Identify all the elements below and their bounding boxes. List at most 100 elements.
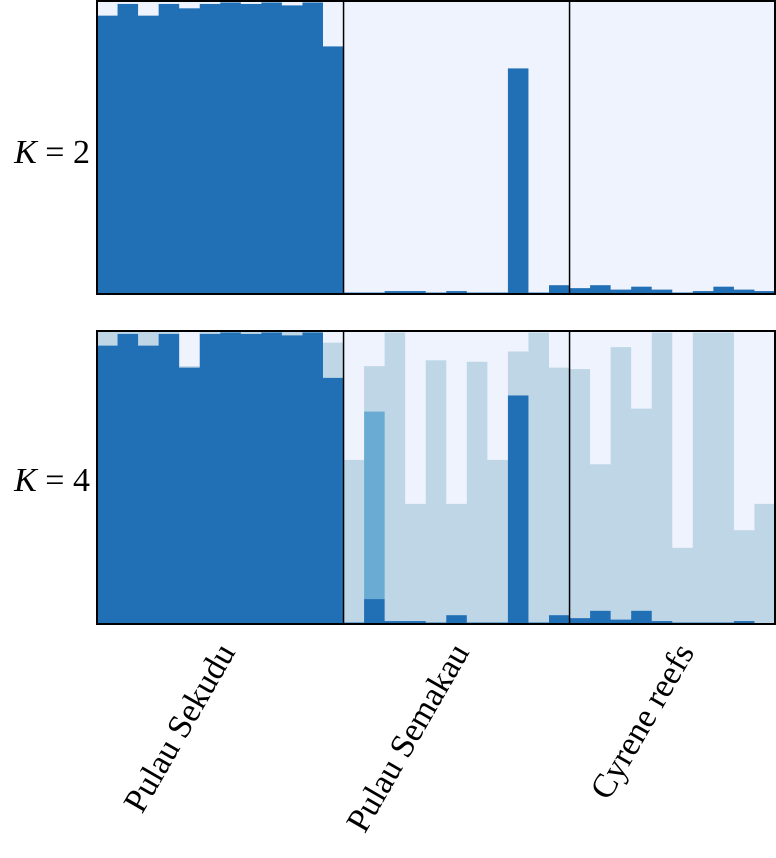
bar-1-component-4 [97,15,119,295]
bar-30-component-4 [692,291,714,295]
bar-25-component-4 [590,610,612,625]
bar-13-component-1 [343,1,365,293]
bar-26-component-2 [610,347,632,620]
bar-16-component-1 [405,1,427,292]
bar-7-component-4 [220,2,242,295]
population-label-cyrene-reefs: Cyrene reefs [584,638,702,806]
bar-3-component-1 [138,1,160,16]
bar-32-component-4 [733,289,756,295]
bar-13-component-2 [343,459,365,623]
bar-28-component-2 [651,332,673,622]
bar-32-component-1 [733,331,756,531]
bar-23-component-2 [549,367,571,616]
bar-16-component-4 [405,621,427,625]
bar-2-component-4 [117,3,139,295]
bar-32-component-2 [733,530,756,622]
bar-9-component-4 [261,2,283,295]
bar-12-component-1 [323,331,345,344]
bar-25-component-1 [590,331,612,465]
bar-8-component-2 [240,331,262,335]
bar-24-component-4 [569,288,591,295]
bar-8-component-1 [240,1,262,5]
bar-26-component-1 [610,1,632,290]
bar-33-component-1 [754,331,776,505]
bar-20-component-1 [487,331,509,461]
bar-12-component-4 [323,46,345,295]
bar-29-component-1 [672,1,694,293]
bar-19-component-2 [466,361,488,623]
bar-15-component-4 [384,291,406,295]
bar-16-component-2 [405,503,427,622]
bar-27-component-4 [631,286,653,295]
bar-14-component-2 [364,366,386,412]
bar-24-component-2 [569,369,591,619]
bar-28-component-4 [651,289,673,295]
bar-10-component-2 [281,331,304,336]
bar-20-component-2 [487,459,509,623]
bar-10-component-4 [281,5,304,295]
bar-33-component-2 [754,503,776,625]
bar-9-component-4 [261,332,283,625]
panel-k4 [96,330,776,625]
bar-29-component-2 [672,547,694,623]
bar-8-component-4 [240,333,262,625]
population-label-pulau-semakau: Pulau Semakau [340,638,477,839]
bar-5-component-2 [179,366,201,368]
bar-11-component-4 [302,2,324,295]
bar-33-component-4 [754,291,776,295]
bar-21-component-4 [507,395,530,625]
bar-15-component-4 [384,621,406,625]
bar-1-component-1 [97,1,119,16]
bar-10-component-4 [281,335,304,625]
bar-30-component-1 [692,1,714,292]
bar-26-component-1 [610,331,632,348]
bar-21-component-4 [507,68,530,295]
bar-14-component-1 [364,331,386,367]
bar-19-component-1 [466,1,488,293]
bar-26-component-4 [610,289,632,295]
bar-4-component-2 [158,331,180,335]
bar-28-component-4 [651,621,673,625]
bar-5-component-4 [179,8,201,295]
population-label-pulau-sekudu: Pulau Sekudu [117,638,243,819]
bar-4-component-4 [158,333,180,625]
k2-label: K = 2 [13,134,90,171]
bar-6-component-2 [199,331,221,335]
bar-24-component-4 [569,618,591,625]
bar-22-component-2 [528,332,550,623]
bar-27-component-1 [631,331,653,409]
bar-27-component-4 [631,610,653,625]
bar-6-component-4 [199,3,221,295]
bar-18-component-2 [446,503,468,616]
bar-14-component-1 [364,1,386,293]
bar-21-component-1 [507,1,530,69]
bar-17-component-1 [425,1,447,293]
bar-25-component-1 [590,1,612,286]
bar-5-component-1 [179,1,201,9]
bar-23-component-4 [549,285,571,295]
bar-25-component-2 [590,464,612,612]
bar-4-component-1 [158,1,180,5]
bar-12-component-1 [323,1,345,47]
bar-14-component-4 [364,599,386,625]
bar-1-component-2 [97,331,119,346]
bar-10-component-1 [281,1,304,6]
bar-31-component-1 [713,1,735,287]
bar-33-component-1 [754,1,776,292]
bar-24-component-1 [569,331,591,370]
bar-23-component-4 [549,615,571,625]
bar-3-component-4 [138,15,160,295]
bar-18-component-4 [446,291,468,295]
bar-3-component-2 [138,331,160,346]
bar-4-component-4 [158,3,180,295]
k4-label: K = 4 [13,462,90,499]
panel-frame [96,0,776,295]
bar-5-component-4 [179,367,201,625]
bar-22-component-1 [528,1,550,293]
bar-11-component-4 [302,332,324,625]
bar-3-component-4 [138,345,160,625]
bar-24-component-1 [569,1,591,289]
bar-31-component-4 [713,286,735,295]
bar-31-component-2 [713,332,735,623]
bar-27-component-2 [631,408,653,612]
